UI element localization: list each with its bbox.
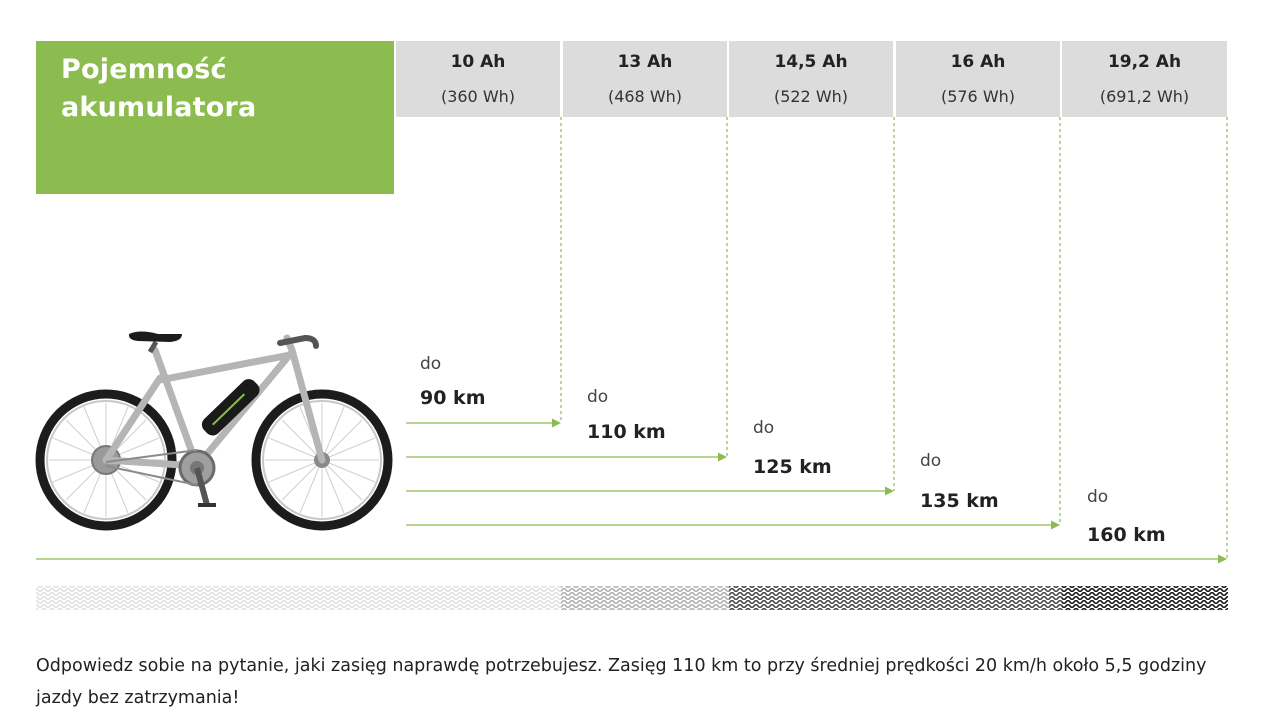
energy-label: (522 Wh) <box>773 87 849 106</box>
column-header: 16 Ah (576 Wh) <box>896 41 1060 117</box>
range-arrows <box>36 418 1227 564</box>
range-prefix: do <box>587 387 609 407</box>
range-arrow-head <box>718 452 727 462</box>
range-prefix: do <box>920 451 942 471</box>
range-prefix: do <box>753 418 775 438</box>
capacity-label: 19,2 Ah <box>1107 52 1182 72</box>
tyre-track <box>36 586 1228 610</box>
chart-title-line-1: Pojemność <box>61 54 227 85</box>
range-value-label: 135 km <box>920 490 999 512</box>
range-value-label: 160 km <box>1087 524 1166 546</box>
column-header: 13 Ah (468 Wh) <box>563 41 727 117</box>
energy-label: (468 Wh) <box>607 87 683 106</box>
column-header: 10 Ah (360 Wh) <box>396 41 560 117</box>
energy-label: (691,2 Wh) <box>1099 87 1190 106</box>
range-value-label: 90 km <box>420 387 486 409</box>
column-header: 19,2 Ah (691,2 Wh) <box>1062 41 1227 117</box>
capacity-label: 13 Ah <box>617 52 673 72</box>
range-prefix: do <box>1087 487 1109 507</box>
range-arrow-head <box>1051 520 1060 530</box>
bicycle-icon <box>35 331 393 531</box>
capacity-label: 16 Ah <box>950 52 1006 72</box>
capacity-label: 10 Ah <box>450 52 506 72</box>
range-arrow-head <box>552 418 561 428</box>
chart-title-box: Pojemność akumulatora <box>36 41 394 194</box>
dashed-guides <box>560 117 1228 559</box>
energy-label: (360 Wh) <box>440 87 516 106</box>
range-arrow-head <box>885 486 894 496</box>
range-arrow-head <box>1218 554 1227 564</box>
column-header: 14,5 Ah (522 Wh) <box>729 41 893 117</box>
capacity-label: 14,5 Ah <box>774 52 848 72</box>
chart-title-line-2: akumulatora <box>61 92 257 123</box>
energy-label: (576 Wh) <box>940 87 1016 106</box>
footer-note: Odpowiedz sobie na pytanie, jaki zasięg … <box>36 656 1207 708</box>
range-value-label: 110 km <box>587 421 666 443</box>
range-value-label: 125 km <box>753 456 832 478</box>
range-prefix: do <box>420 354 442 374</box>
